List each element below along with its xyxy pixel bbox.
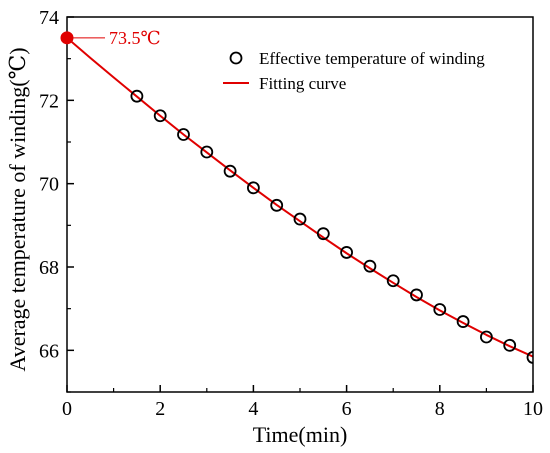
- y-tick-label: 66: [39, 340, 59, 362]
- data-point: [410, 288, 423, 302]
- axes: [66, 16, 534, 393]
- data-point: [363, 259, 377, 273]
- legend-entry: Effective temperature of winding: [229, 49, 485, 68]
- data-point: [456, 315, 470, 328]
- y-tick-label: 74: [39, 7, 59, 29]
- data-point: [246, 181, 260, 195]
- x-tick-label: 0: [62, 398, 72, 420]
- y-tick-label: 70: [39, 174, 59, 196]
- x-axis-title: Time(min): [253, 422, 348, 447]
- x-tick-label: 8: [435, 398, 445, 420]
- x-tick-label: 4: [248, 398, 258, 420]
- y-tick-label: 72: [39, 90, 59, 112]
- legend-label: Effective temperature of winding: [259, 49, 485, 68]
- annotation-marker: [60, 31, 74, 45]
- data-point: [200, 145, 214, 159]
- legend-marker-circle: [229, 51, 243, 65]
- x-tick-label: 2: [155, 398, 165, 420]
- fitting-curve-line: [67, 36, 533, 358]
- data-point: [270, 198, 284, 212]
- data-point: [526, 351, 533, 364]
- data-point: [433, 303, 447, 316]
- legend-entry: Fitting curve: [223, 74, 346, 93]
- data-point: [130, 89, 144, 103]
- data-point: [153, 109, 167, 123]
- series-layer: [67, 36, 533, 364]
- y-tick-label: 68: [39, 257, 59, 279]
- x-tick-label: 10: [523, 398, 543, 420]
- annotation-label: 73.5℃: [109, 28, 161, 48]
- plot-background: [67, 17, 533, 392]
- data-point: [386, 274, 400, 288]
- plot-area: [67, 17, 533, 392]
- data-point: [316, 227, 330, 241]
- scatter-series-points: [130, 89, 533, 364]
- data-point: [223, 164, 237, 178]
- data-point: [503, 338, 517, 352]
- legend: Effective temperature of winding Fitting …: [223, 49, 485, 93]
- x-tick-label: 6: [342, 398, 352, 420]
- data-point: [479, 330, 493, 344]
- legend-label: Fitting curve: [259, 74, 346, 93]
- data-point: [293, 212, 307, 226]
- data-point: [177, 128, 190, 141]
- y-axis-title: Average temperature of winding(℃): [5, 47, 30, 371]
- data-point: [340, 246, 354, 259]
